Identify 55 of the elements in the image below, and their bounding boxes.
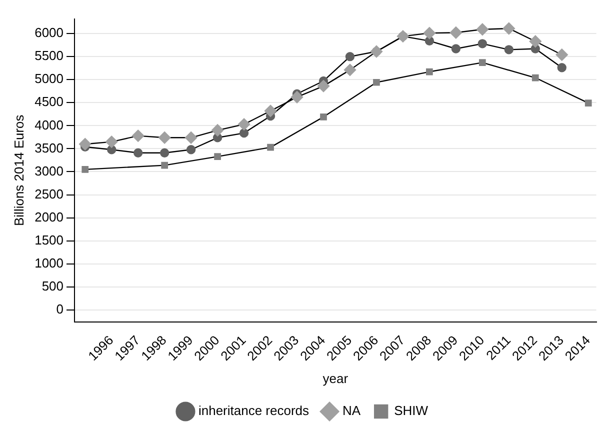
point	[584, 100, 592, 107]
x-axis-title: year	[322, 370, 349, 386]
point	[160, 148, 170, 158]
point	[532, 74, 539, 82]
point	[132, 130, 144, 142]
y-tick-label: 4500	[34, 94, 64, 110]
legend-label: inheritance records	[198, 403, 310, 418]
point	[529, 35, 542, 48]
y-tick-label: 4000	[34, 117, 64, 132]
y-tick-label: 2000	[34, 209, 64, 224]
point	[504, 45, 514, 54]
y-tick-label: 500	[42, 278, 64, 294]
point	[450, 26, 462, 39]
point	[184, 132, 198, 144]
y-tick-label: 3500	[34, 140, 64, 156]
point	[557, 63, 566, 72]
y-tick-label: 3000	[34, 163, 64, 178]
point	[290, 91, 304, 104]
point	[426, 68, 433, 76]
point	[133, 148, 143, 158]
y-tick-label: 1000	[34, 255, 64, 270]
point	[556, 48, 568, 61]
y-tick-label: 5500	[34, 48, 64, 64]
point	[158, 132, 171, 144]
y-tick-label: 1500	[34, 232, 64, 248]
point	[478, 59, 486, 66]
point	[451, 44, 461, 54]
legend-label: NA	[342, 403, 361, 418]
y-tick-label: 2500	[34, 186, 64, 202]
point	[186, 145, 196, 154]
point	[320, 113, 327, 120]
point	[317, 80, 330, 92]
point	[106, 136, 118, 148]
point	[373, 78, 380, 86]
point	[344, 64, 356, 76]
point	[211, 124, 224, 136]
point	[476, 23, 489, 36]
legend-label: SHIW	[394, 403, 429, 418]
point	[161, 162, 168, 169]
y-axis-title: Billions 2014 Euros	[11, 114, 26, 226]
point	[502, 22, 515, 35]
point	[214, 153, 221, 160]
point	[478, 39, 488, 48]
point	[423, 26, 436, 40]
point	[238, 118, 250, 130]
y-tick-label: 5000	[34, 71, 64, 86]
y-tick-label: 6000	[34, 25, 64, 40]
point	[264, 104, 277, 118]
y-tick-label: 0	[56, 302, 64, 317]
point	[239, 128, 249, 138]
point	[267, 144, 274, 151]
point	[79, 138, 92, 150]
point	[82, 166, 89, 173]
point	[345, 52, 355, 62]
point	[424, 36, 434, 46]
